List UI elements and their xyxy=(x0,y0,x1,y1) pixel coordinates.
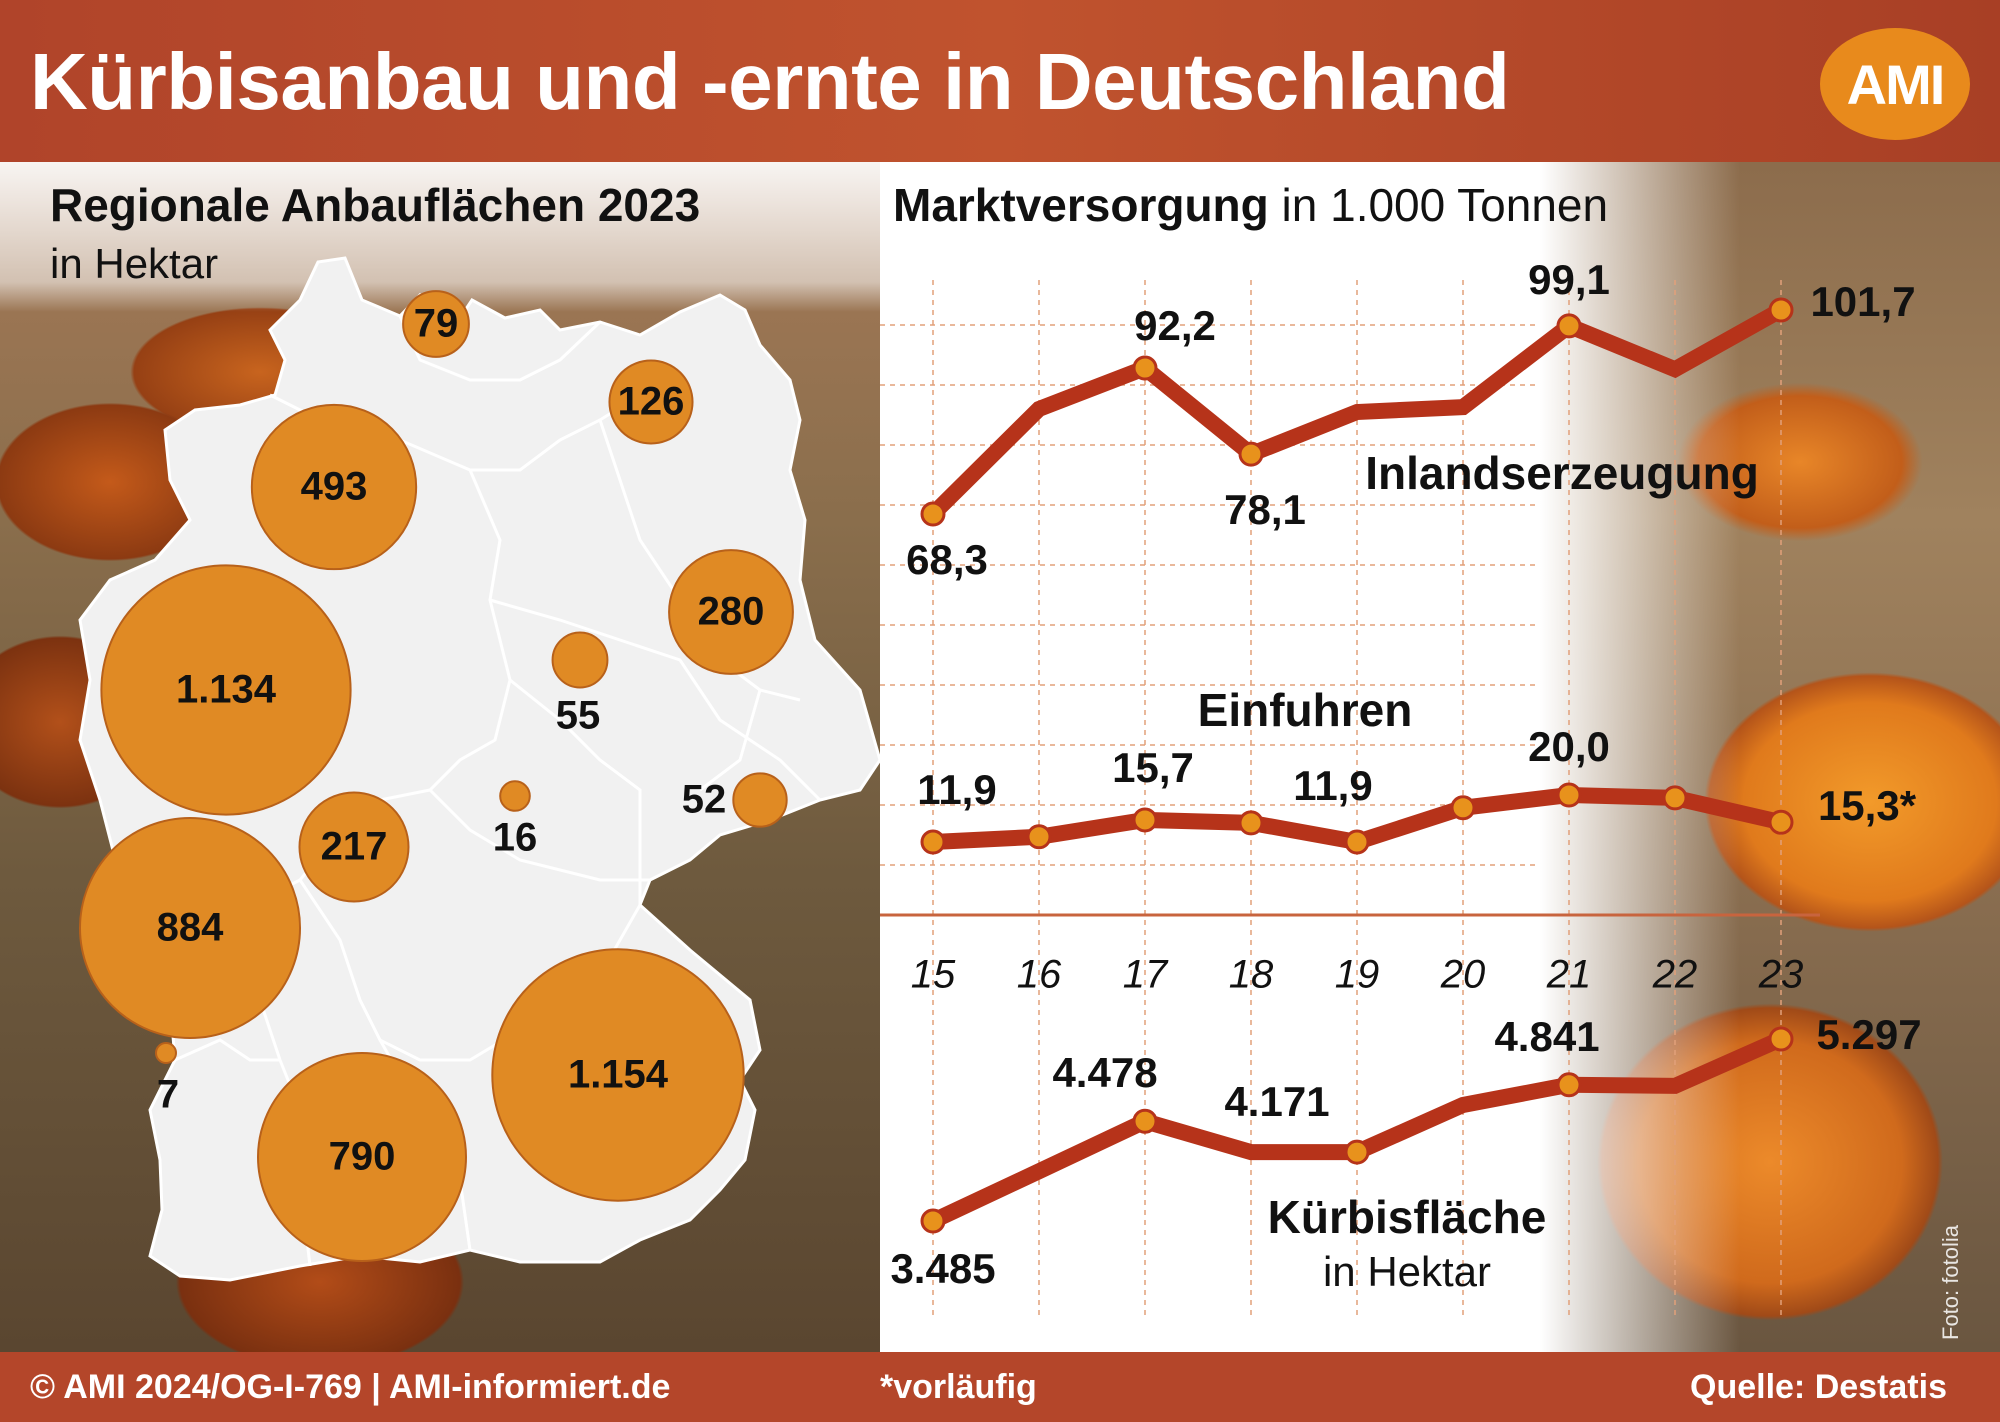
header-bar: Kürbisanbau und -ernte in Deutschland AM… xyxy=(0,0,2000,162)
x-tick-label: 19 xyxy=(1334,952,1380,997)
data-point xyxy=(1556,1072,1582,1098)
area-bubble xyxy=(100,564,352,816)
data-label: 11,9 xyxy=(917,766,997,813)
area-bubble-label: 16 xyxy=(492,815,538,860)
data-point xyxy=(1132,355,1158,381)
area-bubble-label: 1.134 xyxy=(175,667,277,712)
data-point xyxy=(1768,297,1794,323)
map-title: Regionale Anbauflächen 2023 xyxy=(50,179,701,231)
footer-bar: © AMI 2024/OG-I-769 | AMI-informiert.de … xyxy=(0,1352,2000,1422)
area-bubble-label: 790 xyxy=(328,1134,396,1179)
area-bubble xyxy=(78,816,302,1040)
area-bubble-label: 884 xyxy=(156,905,224,950)
x-tick-label: 21 xyxy=(1546,952,1592,997)
area-bubble xyxy=(608,359,694,445)
series-name-area: Kürbisfläche xyxy=(1267,1191,1547,1243)
map-unit: in Hektar xyxy=(50,240,219,287)
area-bubble-label: 493 xyxy=(300,464,368,509)
x-tick-label: 15 xyxy=(910,952,956,997)
ami-logo: AMI xyxy=(1820,28,1970,140)
data-point xyxy=(920,1208,946,1234)
series-name-inland: Inlandserzeugung xyxy=(1365,447,1759,499)
area-bubble-label: 126 xyxy=(617,379,685,424)
chart-background xyxy=(880,162,1540,1352)
data-label: 92,2 xyxy=(1134,302,1216,350)
area-bubble xyxy=(155,1042,177,1064)
data-point xyxy=(1026,824,1052,850)
area-bubble-label: 280 xyxy=(697,589,765,634)
x-tick-label: 23 xyxy=(1758,952,1804,997)
area-bubble-label: 55 xyxy=(555,693,601,738)
area-bubble xyxy=(668,549,794,675)
chart-title-main: Marktversorgung xyxy=(893,179,1269,231)
area-bubble xyxy=(298,791,410,903)
page-title: Kürbisanbau und -ernte in Deutschland xyxy=(30,37,1510,126)
data-label: 15,3* xyxy=(1817,782,1917,830)
photo-credit: Foto: fotolia xyxy=(1938,1225,1963,1340)
data-point xyxy=(1556,313,1582,339)
source-text: Quelle: Destatis xyxy=(1690,1368,1947,1406)
data-point xyxy=(920,501,946,527)
series-unit: in Hektar xyxy=(1322,1248,1492,1295)
data-label: 4.841 xyxy=(1494,1012,1600,1060)
data-point xyxy=(1238,441,1264,467)
data-label: 15,7 xyxy=(1112,743,1194,791)
x-tick-label: 20 xyxy=(1440,952,1486,997)
chart-title: Marktversorgung in 1.000 Tonnen xyxy=(893,178,1608,232)
data-point xyxy=(1238,810,1264,836)
area-bubble xyxy=(402,290,470,358)
data-label: 99,1 xyxy=(1528,255,1610,303)
area-bubble xyxy=(732,772,788,828)
preliminary-note: *vorläufig xyxy=(880,1368,1037,1406)
series-name-imports: Einfuhren xyxy=(1197,684,1413,736)
data-point xyxy=(1344,829,1370,855)
area-bubble-label: 7 xyxy=(156,1072,180,1117)
data-label: 101,7 xyxy=(1810,278,1916,325)
area-bubble xyxy=(250,403,418,571)
x-tick-label: 16 xyxy=(1016,952,1062,997)
chart-series xyxy=(920,297,1794,1234)
data-label: 20,0 xyxy=(1528,723,1610,770)
x-tick-label: 18 xyxy=(1228,952,1274,997)
area-bubble xyxy=(257,1052,467,1262)
area-bubble xyxy=(499,780,531,812)
data-point xyxy=(1344,1139,1370,1165)
data-point xyxy=(1768,1026,1794,1052)
map-title-backdrop xyxy=(0,162,880,312)
area-bubble xyxy=(551,631,609,689)
data-label: 4.171 xyxy=(1224,1078,1330,1126)
data-label: 78,1 xyxy=(1224,486,1306,534)
data-point xyxy=(1450,795,1476,821)
area-bubbles xyxy=(78,290,794,1262)
area-bubble-label: 52 xyxy=(681,777,727,822)
data-label: 3.485 xyxy=(890,1245,996,1292)
data-point xyxy=(920,829,946,855)
data-point xyxy=(1556,782,1582,808)
data-label: 68,3 xyxy=(906,536,988,583)
area-bubble-label: 1.154 xyxy=(567,1052,669,1097)
x-tick-label: 22 xyxy=(1652,952,1698,997)
data-label: 4.478 xyxy=(1052,1049,1158,1097)
data-point xyxy=(1662,785,1688,811)
data-point xyxy=(1768,809,1794,835)
area-bubble-label: 79 xyxy=(413,301,459,346)
data-label: 5.297 xyxy=(1816,1011,1922,1058)
chart-title-unit: in 1.000 Tonnen xyxy=(1281,179,1609,231)
series-line xyxy=(925,302,1789,522)
data-point xyxy=(1132,1108,1158,1134)
data-label: 11,9 xyxy=(1293,762,1373,809)
copyright-text: © AMI 2024/OG-I-769 | AMI-informiert.de xyxy=(30,1368,671,1406)
x-tick-label: 17 xyxy=(1122,952,1168,997)
area-bubble-label: 217 xyxy=(320,824,388,869)
area-bubble xyxy=(491,948,745,1202)
data-point xyxy=(1132,807,1158,833)
